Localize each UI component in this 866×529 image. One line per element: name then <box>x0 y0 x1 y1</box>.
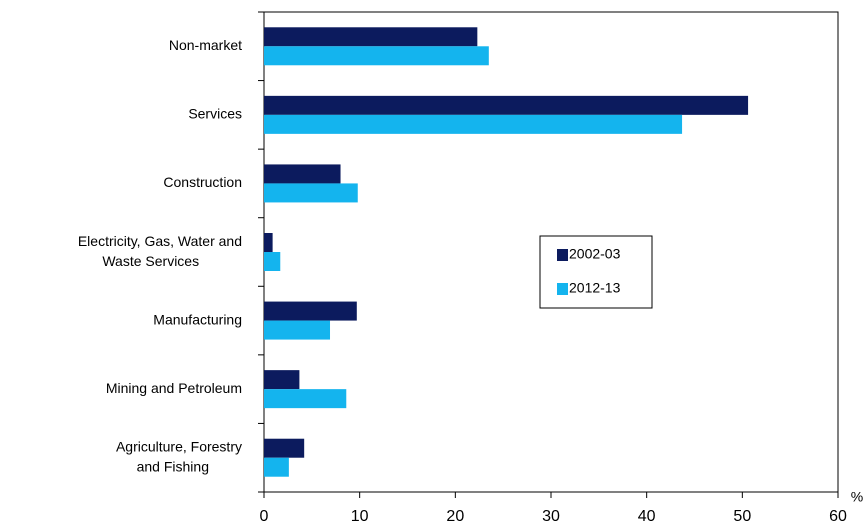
label-line: Waste Services <box>102 253 199 269</box>
label-line: and Fishing <box>137 458 209 474</box>
x-tick-label: 30 <box>542 508 560 525</box>
bar <box>264 252 281 271</box>
x-tick-label: 40 <box>638 508 656 525</box>
y-tick-label: Electricity, Gas, Water and Waste Service… <box>78 233 242 269</box>
x-tick-label: 10 <box>351 508 369 525</box>
bar <box>264 114 683 134</box>
bar <box>264 95 749 115</box>
y-tick-label: Construction <box>163 174 242 190</box>
y-tick-label: Mining and Petroleum <box>106 380 242 396</box>
x-tick-label: 60 <box>829 508 847 525</box>
bar <box>264 27 478 47</box>
bar <box>264 320 331 340</box>
legend-swatch <box>557 249 568 261</box>
legend-label: 2002-03 <box>569 246 621 262</box>
legend-box <box>539 235 653 309</box>
x-axis-label: % <box>851 489 863 505</box>
y-tick-label: Agriculture, Forestry and Fishing <box>116 438 242 474</box>
bar <box>264 301 357 321</box>
legend-swatch <box>557 283 568 295</box>
bar <box>264 457 289 477</box>
y-tick-label: Services <box>188 106 242 122</box>
y-tick-label: Non-market <box>169 37 242 53</box>
label-line: Agriculture, Forestry <box>116 438 242 454</box>
y-tick-label: Manufacturing <box>153 311 242 327</box>
bar <box>264 233 273 252</box>
bar <box>264 438 305 458</box>
bar <box>264 389 347 409</box>
legend-label: 2012-13 <box>569 280 621 296</box>
bar <box>264 370 300 390</box>
bar <box>264 164 341 184</box>
x-tick-label: 0 <box>260 508 269 525</box>
label-line: Electricity, Gas, Water and <box>78 233 242 249</box>
x-tick-label: 20 <box>446 508 464 525</box>
bar <box>264 46 489 66</box>
x-tick-label: 50 <box>733 508 751 525</box>
bar <box>264 183 358 203</box>
